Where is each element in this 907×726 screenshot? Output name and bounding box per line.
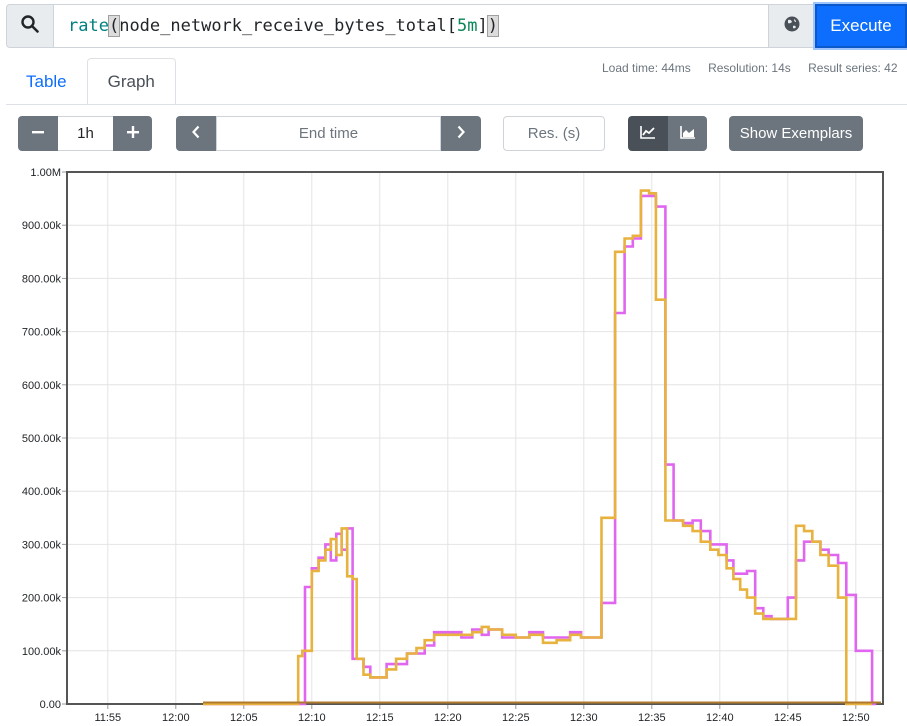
line-chart-icon [640,125,656,143]
end-time-back-button[interactable] [176,116,216,151]
query-open-paren: ( [107,15,121,37]
x-tick-label: 12:05 [230,712,258,724]
graph-controls: 1h End time Res. (s) Show Exemplars [0,116,907,151]
x-tick-label: 12:25 [502,712,530,724]
query-range: 5m [456,16,478,36]
tab-graph[interactable]: Graph [86,58,176,105]
tab-table[interactable]: Table [26,71,67,91]
range-decrease-button[interactable] [18,116,58,151]
query-metric: node_network_receive_bytes_total[ [119,16,457,36]
globe-icon [783,15,801,38]
resolution: Resolution: 14s [708,61,791,75]
x-tick-label: 12:35 [638,712,666,724]
query-function: rate [68,16,109,36]
y-tick-label: 500.00k [22,433,62,445]
tab-divider [6,104,907,105]
x-tick-label: 12:50 [842,712,870,724]
y-tick-label: 900.00k [22,220,62,232]
x-tick-label: 12:10 [298,712,326,724]
x-tick-label: 12:00 [162,712,190,724]
x-tick-label: 12:45 [774,712,802,724]
minus-icon [31,125,45,143]
result-series: Result series: 42 [808,61,898,75]
end-time-forward-button[interactable] [441,116,481,151]
query-input[interactable]: rate(node_network_receive_bytes_total[5m… [53,4,769,48]
stacked-chart-button[interactable] [668,116,707,151]
execute-button[interactable]: Execute [815,4,907,48]
resolution-input[interactable]: Res. (s) [503,116,605,151]
x-tick-label: 11:55 [94,712,121,724]
y-tick-label: 300.00k [22,539,62,551]
unstacked-chart-button[interactable] [628,116,668,151]
plot-frame [66,171,884,705]
query-stats: Load time: 44ms Resolution: 14s Result s… [602,61,907,75]
x-tick-label: 12:15 [366,712,394,724]
y-tick-label: 700.00k [22,327,62,339]
plus-icon [126,125,140,143]
x-tick-label: 12:20 [434,712,462,724]
y-tick-label: 200.00k [22,593,62,605]
range-increase-button[interactable] [113,116,152,151]
series-line-1 [203,194,877,706]
chevron-right-icon [456,125,466,143]
search-icon [21,14,39,38]
y-tick-label: 800.00k [22,273,62,285]
metrics-explorer-button[interactable] [769,4,815,48]
graph-area: 0.00 100.00k 200.00k 300.00k 400.00k 500.00k 6… [0,160,907,726]
y-tick-label: 600.00k [22,380,62,392]
series-line-2 [203,189,873,706]
time-series-chart: 0.00 100.00k 200.00k 300.00k 400.00k 500.00k 6… [22,167,884,724]
search-addon [6,4,53,48]
end-time-input[interactable]: End time [216,116,441,151]
y-tick-label: 100.00k [22,646,62,658]
y-tick-label: 400.00k [22,486,62,498]
query-bar: rate(node_network_receive_bytes_total[5m… [6,4,907,48]
x-tick-label: 12:40 [706,712,734,724]
area-chart-icon [679,125,696,143]
y-tick-label: 0.00 [40,699,61,711]
query-close-paren: ) [486,15,499,37]
query-close-bracket: ] [477,16,488,36]
range-input[interactable]: 1h [58,116,113,151]
show-exemplars-button[interactable]: Show Exemplars [729,116,863,151]
x-tick-label: 12:30 [570,712,598,724]
y-tick-label: 1.00M [30,167,61,179]
panel-tabs: Table Graph [6,58,176,105]
load-time: Load time: 44ms [602,61,691,75]
chevron-left-icon [191,125,201,143]
